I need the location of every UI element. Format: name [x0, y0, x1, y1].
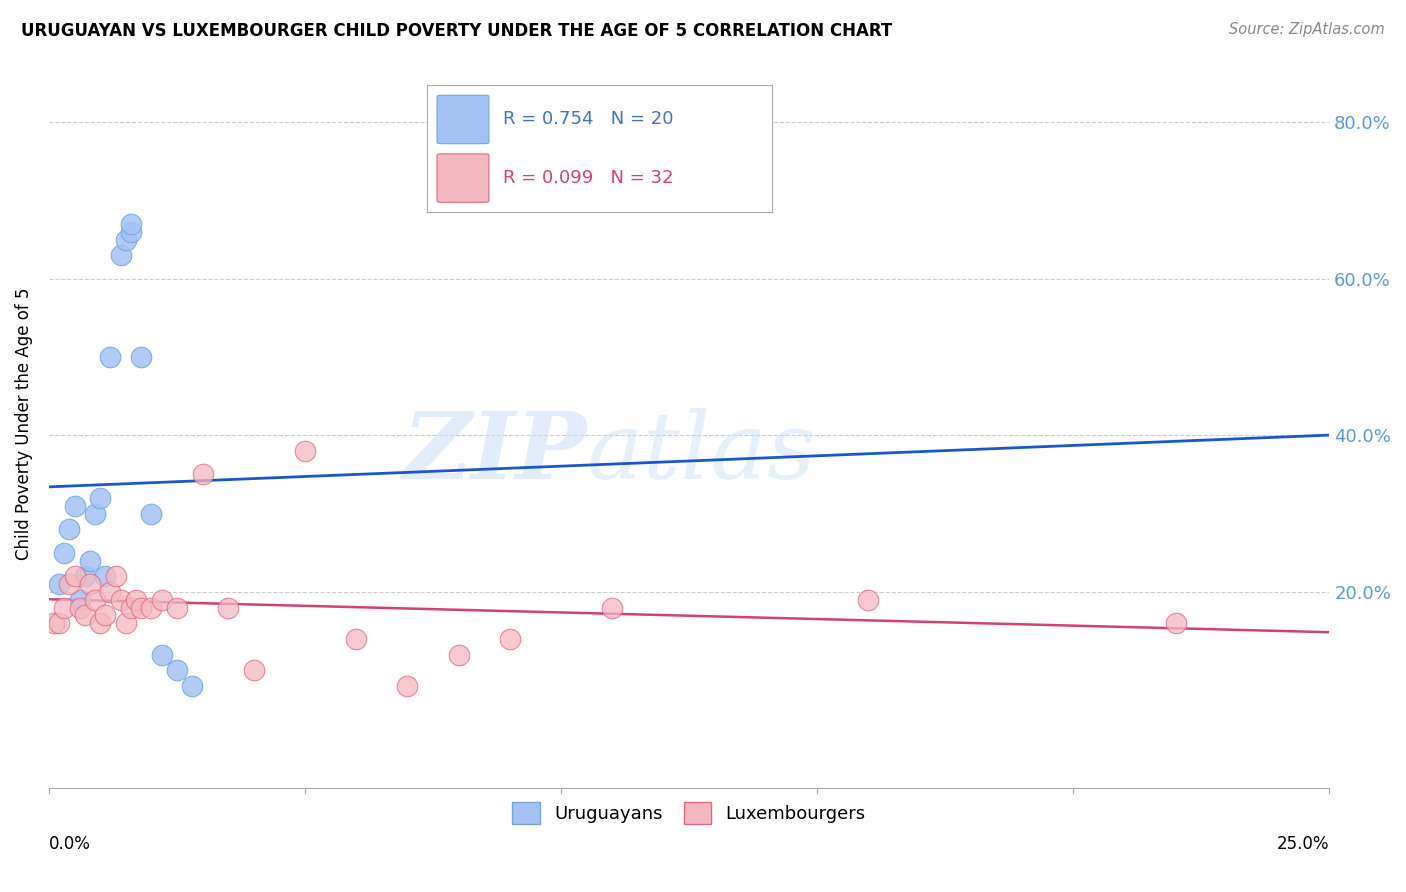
Point — [150, 648, 173, 662]
Point — [120, 225, 142, 239]
Point — [89, 616, 111, 631]
Point — [294, 444, 316, 458]
Point — [84, 592, 107, 607]
Y-axis label: Child Poverty Under the Age of 5: Child Poverty Under the Age of 5 — [15, 287, 32, 560]
Text: URUGUAYAN VS LUXEMBOURGER CHILD POVERTY UNDER THE AGE OF 5 CORRELATION CHART: URUGUAYAN VS LUXEMBOURGER CHILD POVERTY … — [21, 22, 893, 40]
Text: ZIP: ZIP — [402, 408, 586, 498]
Point — [166, 600, 188, 615]
Point — [53, 600, 76, 615]
Point — [69, 600, 91, 615]
Point — [58, 522, 80, 536]
Point — [858, 592, 880, 607]
Point — [48, 616, 70, 631]
Point — [63, 569, 86, 583]
Point — [396, 679, 419, 693]
Point — [63, 499, 86, 513]
Point — [84, 507, 107, 521]
Point — [129, 600, 152, 615]
Point — [73, 608, 96, 623]
Text: 0.0%: 0.0% — [49, 835, 91, 853]
Point — [243, 663, 266, 677]
Point — [42, 616, 65, 631]
Point — [94, 569, 117, 583]
Point — [125, 592, 148, 607]
Point — [120, 600, 142, 615]
Point — [600, 600, 623, 615]
Point — [53, 546, 76, 560]
Point — [79, 577, 101, 591]
Point — [166, 663, 188, 677]
Point — [104, 569, 127, 583]
Point — [73, 569, 96, 583]
Point — [120, 217, 142, 231]
Text: Source: ZipAtlas.com: Source: ZipAtlas.com — [1229, 22, 1385, 37]
Point — [344, 632, 367, 646]
Point — [114, 233, 136, 247]
Point — [129, 350, 152, 364]
Point — [114, 616, 136, 631]
Point — [110, 592, 132, 607]
Point — [1164, 616, 1187, 631]
Point — [69, 592, 91, 607]
Point — [94, 608, 117, 623]
Point — [499, 632, 522, 646]
Point — [191, 467, 214, 482]
Text: 25.0%: 25.0% — [1277, 835, 1329, 853]
Point — [181, 679, 204, 693]
Point — [89, 491, 111, 505]
Point — [141, 507, 163, 521]
Point — [79, 553, 101, 567]
Text: atlas: atlas — [586, 408, 817, 498]
Legend: Uruguayans, Luxembourgers: Uruguayans, Luxembourgers — [503, 793, 875, 833]
Point — [48, 577, 70, 591]
Point — [150, 592, 173, 607]
Point — [100, 350, 122, 364]
Point — [447, 648, 470, 662]
Point — [217, 600, 239, 615]
Point — [141, 600, 163, 615]
Point — [58, 577, 80, 591]
Point — [100, 585, 122, 599]
Point — [110, 248, 132, 262]
